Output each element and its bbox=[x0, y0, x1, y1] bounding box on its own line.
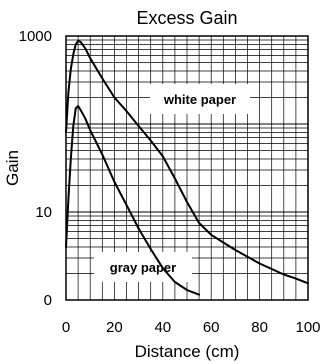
y-tick-label: 10 bbox=[35, 204, 52, 221]
y-tick-label: 1000 bbox=[19, 28, 52, 45]
series-lines bbox=[65, 39, 309, 296]
plot-frame bbox=[65, 35, 309, 301]
x-tick-label: 100 bbox=[295, 319, 320, 336]
white-paper-label-background bbox=[150, 84, 250, 114]
y-tick-label: 0 bbox=[44, 292, 52, 309]
gray-paper-label-background bbox=[94, 252, 192, 282]
x-tick-label: 80 bbox=[251, 319, 268, 336]
x-tick-labels: 0 20 40 60 80 100 bbox=[62, 319, 321, 336]
series-line-2 bbox=[65, 105, 201, 296]
annotation-gray-paper: gray paper bbox=[110, 260, 176, 275]
series-line-1 bbox=[65, 39, 309, 285]
y-tick-labels: 0 10 1000 bbox=[19, 28, 52, 309]
x-tick-label: 20 bbox=[106, 319, 123, 336]
grid-lines bbox=[66, 36, 308, 300]
x-axis-label: Distance (cm) bbox=[135, 342, 240, 361]
x-tick-label: 60 bbox=[203, 319, 220, 336]
chart-title: Excess Gain bbox=[136, 8, 237, 28]
annotation-white-paper: white paper bbox=[163, 92, 236, 107]
y-axis-label: Gain bbox=[3, 150, 22, 186]
x-tick-label: 40 bbox=[154, 319, 171, 336]
x-tick-label: 0 bbox=[62, 319, 70, 336]
